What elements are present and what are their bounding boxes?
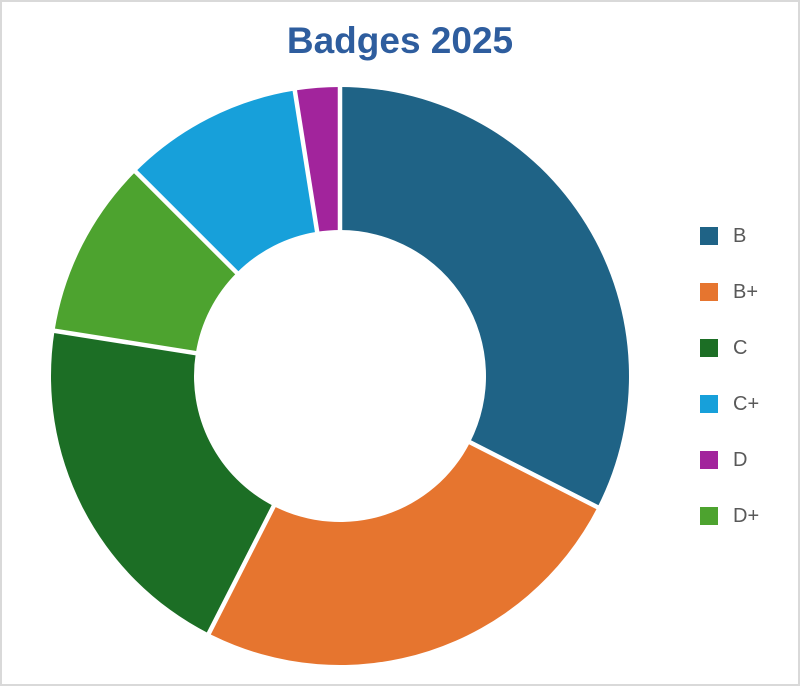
legend-item-B: B — [700, 208, 795, 264]
legend-label: D — [733, 449, 748, 471]
legend-swatch-B+ — [700, 283, 718, 301]
legend-label: B — [733, 225, 747, 247]
slice-D — [294, 87, 340, 232]
slice-C+ — [135, 90, 318, 273]
legend-label: B+ — [733, 281, 759, 303]
legend-swatch-C+ — [700, 395, 718, 413]
legend-item-C: C — [700, 320, 795, 376]
legend: B B+ C C+ D D+ — [700, 208, 795, 544]
legend-item-D+: D+ — [700, 488, 795, 544]
slice-separator — [132, 168, 240, 276]
legend-swatch-B — [700, 227, 718, 245]
legend-swatch-D+ — [700, 507, 718, 525]
legend-item-B+: B+ — [700, 264, 795, 320]
slice-B — [340, 87, 629, 508]
slice-separator — [205, 504, 277, 637]
legend-label: C — [733, 337, 748, 359]
legend-swatch-D — [700, 451, 718, 469]
slice-separator — [52, 328, 198, 356]
legend-item-C+: C+ — [700, 376, 795, 432]
slice-D+ — [54, 171, 237, 354]
slice-C — [51, 330, 274, 634]
slice-separator — [292, 88, 320, 234]
legend-label: D+ — [733, 505, 760, 527]
legend-swatch-C — [700, 339, 718, 357]
slice-separator — [468, 439, 601, 511]
legend-item-D: D — [700, 432, 795, 488]
slice-B+ — [208, 442, 598, 665]
legend-label: C+ — [733, 393, 760, 415]
chart-title: Badges 2025 — [286, 20, 514, 61]
